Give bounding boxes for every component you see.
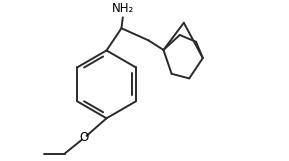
Text: O: O xyxy=(80,131,89,144)
Text: NH₂: NH₂ xyxy=(112,2,134,15)
